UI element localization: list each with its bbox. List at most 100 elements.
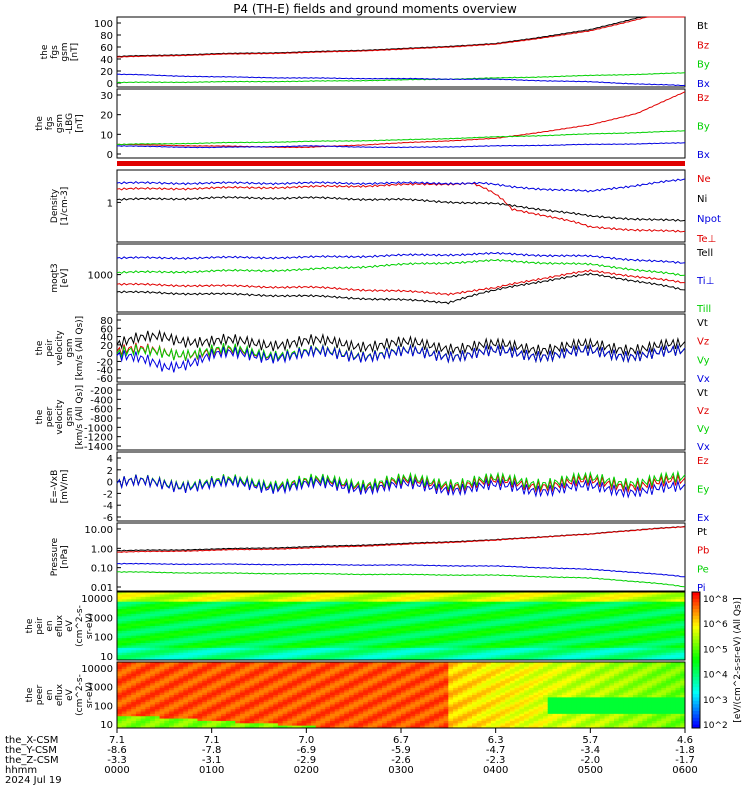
heatmap-cell: [580, 606, 587, 610]
heatmap-cell: [178, 592, 184, 595]
heatmap-cell: [235, 690, 241, 694]
heatmap-cell: [117, 604, 123, 608]
heatmap-cell: [472, 633, 478, 637]
heatmap-cell: [287, 718, 293, 722]
heatmap-cell: [121, 635, 127, 639]
heatmap-cell: [670, 655, 677, 659]
heatmap-cell: [490, 652, 497, 656]
heatmap-cell: [372, 594, 378, 598]
heatmap-cell: [221, 725, 227, 729]
heatmap-cell: [235, 604, 241, 608]
heatmap-cell: [164, 621, 170, 625]
heatmap-cell: [481, 623, 487, 627]
heatmap-cell: [197, 680, 203, 684]
heatmap-cell: [642, 613, 648, 617]
heatmap-cell: [235, 704, 241, 708]
heatmap-cell: [642, 645, 648, 649]
heatmap-cell: [632, 626, 639, 629]
heatmap-cell: [206, 616, 213, 620]
heatmap-cell: [353, 616, 359, 620]
heatmap-cell: [609, 647, 615, 651]
heatmap-cell: [173, 683, 180, 687]
heatmap-cell: [164, 695, 170, 698]
heatmap-cell: [197, 702, 203, 705]
heatmap-cell: [642, 621, 648, 625]
heatmap-cell: [330, 723, 336, 727]
heatmap-cell: [311, 618, 317, 622]
heatmap-cell: [173, 699, 180, 703]
heatmap-cell: [192, 655, 198, 659]
heatmap-cell: [311, 640, 317, 644]
heatmap-cell: [500, 657, 506, 661]
heatmap-cell: [145, 706, 151, 710]
heatmap-cell: [277, 645, 284, 649]
heatmap-cell: [675, 645, 681, 649]
series-line-Pt: [116, 526, 686, 552]
heatmap-cell: [277, 657, 284, 661]
heatmap-cell: [453, 638, 459, 642]
heatmap-cell: [263, 676, 269, 679]
heatmap-cell: [188, 650, 194, 654]
series-line-Bt: [116, 16, 685, 58]
heatmap-cell: [178, 671, 184, 675]
heatmap-cell: [202, 611, 208, 615]
heatmap-cell: [514, 616, 520, 620]
heatmap-cell: [509, 621, 516, 625]
heatmap-cell: [585, 630, 591, 634]
heatmap-cell: [259, 673, 265, 677]
heatmap-cell: [599, 594, 606, 598]
heatmap-cell: [169, 676, 175, 679]
heatmap-cell: [386, 643, 393, 646]
heatmap-cell: [363, 611, 369, 615]
heatmap-cell: [618, 640, 624, 644]
heatmap-cell: [614, 596, 620, 600]
heatmap-cell: [131, 596, 137, 600]
heatmap-cell: [443, 640, 449, 644]
heatmap-cell: [614, 594, 620, 598]
heatmap-cell: [348, 671, 355, 675]
heatmap-cell: [415, 643, 421, 646]
heatmap-cell: [254, 638, 260, 642]
heatmap-cell: [292, 704, 298, 708]
heatmap-cell: [642, 618, 648, 622]
heatmap-cell: [235, 628, 241, 632]
heatmap-cell: [121, 638, 127, 642]
heatmap-cell: [188, 716, 194, 720]
heatmap-cell: [429, 655, 435, 659]
heatmap-cell: [221, 713, 227, 717]
heatmap-cell: [268, 596, 274, 600]
heatmap-cell: [386, 630, 393, 634]
heatmap-cell: [216, 692, 222, 696]
heatmap-cell: [311, 592, 317, 595]
heatmap-cell: [140, 704, 146, 708]
heatmap-cell: [514, 635, 520, 639]
heatmap-cell: [330, 678, 336, 682]
heatmap-cell: [561, 601, 568, 605]
heatmap-cell: [306, 662, 312, 665]
heatmap-cell: [301, 713, 307, 717]
heatmap-cell: [244, 720, 251, 724]
heatmap-cell: [495, 657, 501, 661]
heatmap-cell: [344, 697, 350, 701]
heatmap-cell: [169, 664, 175, 668]
heatmap-cell: [202, 716, 208, 720]
heatmap-cell: [206, 657, 213, 661]
heatmap-cell: [547, 628, 553, 632]
heatmap-cell: [221, 671, 227, 675]
legend-entry: Till: [696, 304, 711, 315]
heatmap-cell: [434, 618, 440, 622]
heatmap-cell: [623, 650, 629, 654]
heatmap-cell: [367, 601, 374, 605]
heatmap-cell: [315, 687, 322, 691]
heatmap-cell: [117, 709, 123, 712]
heatmap-cell: [348, 673, 355, 677]
heatmap-cell: [543, 621, 549, 625]
heatmap-cell: [590, 604, 596, 608]
heatmap-cell: [405, 623, 411, 627]
heatmap-cell: [225, 638, 232, 642]
heatmap-cell: [216, 635, 222, 639]
heatmap-cell: [552, 604, 558, 608]
heatmap-cell: [244, 640, 251, 644]
heatmap-cell: [259, 716, 265, 720]
heatmap-cell: [211, 711, 217, 715]
